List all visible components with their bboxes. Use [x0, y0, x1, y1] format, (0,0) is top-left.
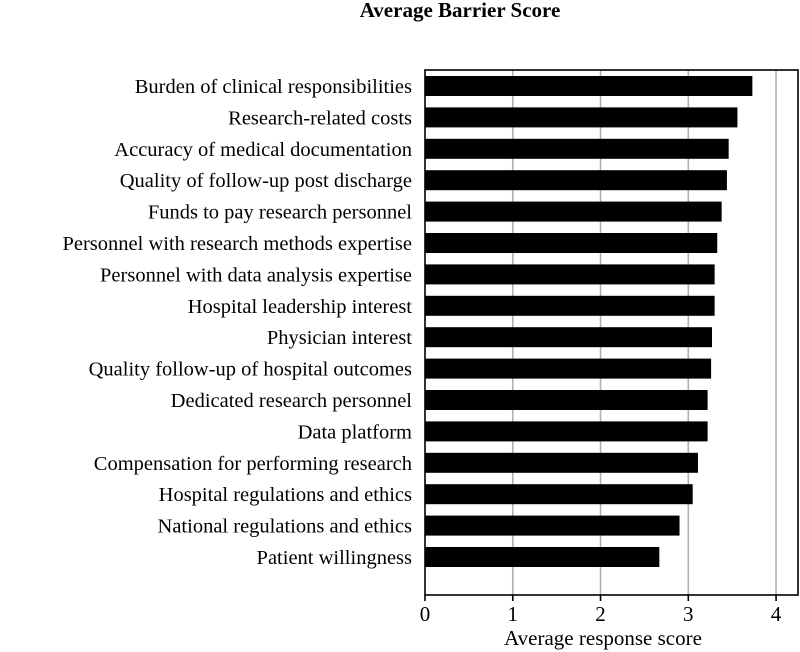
- x-tick-label: 2: [595, 602, 606, 626]
- x-tick-label: 0: [420, 602, 431, 626]
- category-label: Physician interest: [267, 327, 412, 349]
- category-label: Personnel with research methods expertis…: [62, 233, 412, 255]
- category-label: Personnel with data analysis expertise: [100, 264, 412, 286]
- bar: [425, 452, 698, 473]
- category-label: Research-related costs: [228, 107, 412, 129]
- bar: [425, 358, 712, 379]
- chart-title: Average Barrier Score: [360, 0, 561, 22]
- category-labels: Burden of clinical responsibilities Resea…: [62, 76, 412, 569]
- category-label: Patient willingness: [257, 547, 412, 569]
- bar: [425, 76, 753, 96]
- category-label: Burden of clinical responsibilities: [135, 76, 412, 98]
- bar: [425, 484, 693, 505]
- category-label: National regulations and ethics: [158, 516, 412, 538]
- bar: [425, 233, 718, 253]
- category-label: Funds to pay research personnel: [148, 202, 412, 224]
- category-label: Hospital regulations and ethics: [159, 484, 412, 506]
- category-label: Quality follow-up of hospital outcomes: [89, 359, 412, 381]
- x-axis-label: Average response score: [504, 626, 702, 650]
- bar: [425, 138, 729, 159]
- bar: [425, 547, 660, 567]
- category-label: Accuracy of medical documentation: [114, 139, 412, 161]
- bar: [425, 201, 722, 222]
- bar: [425, 515, 680, 536]
- category-label: Dedicated research personnel: [171, 390, 413, 412]
- bar: [425, 170, 727, 191]
- x-tick-label: 3: [683, 602, 694, 626]
- x-tick-label: 1: [508, 602, 519, 626]
- category-label: Quality of follow-up post discharge: [120, 170, 412, 192]
- category-label: Data platform: [298, 421, 412, 443]
- plot-frame: [424, 69, 799, 596]
- category-label: Compensation for performing research: [94, 453, 412, 475]
- bar: [425, 421, 708, 442]
- x-tick-label: 4: [771, 602, 782, 626]
- bar: [425, 327, 712, 348]
- x-axis-ticks: 0 1 2 3 4: [420, 595, 782, 626]
- bar: [425, 107, 738, 128]
- bar: [425, 390, 708, 410]
- bars: [425, 76, 753, 567]
- bar: [425, 295, 715, 316]
- category-label: Hospital leadership interest: [188, 296, 413, 318]
- bar: [425, 264, 715, 285]
